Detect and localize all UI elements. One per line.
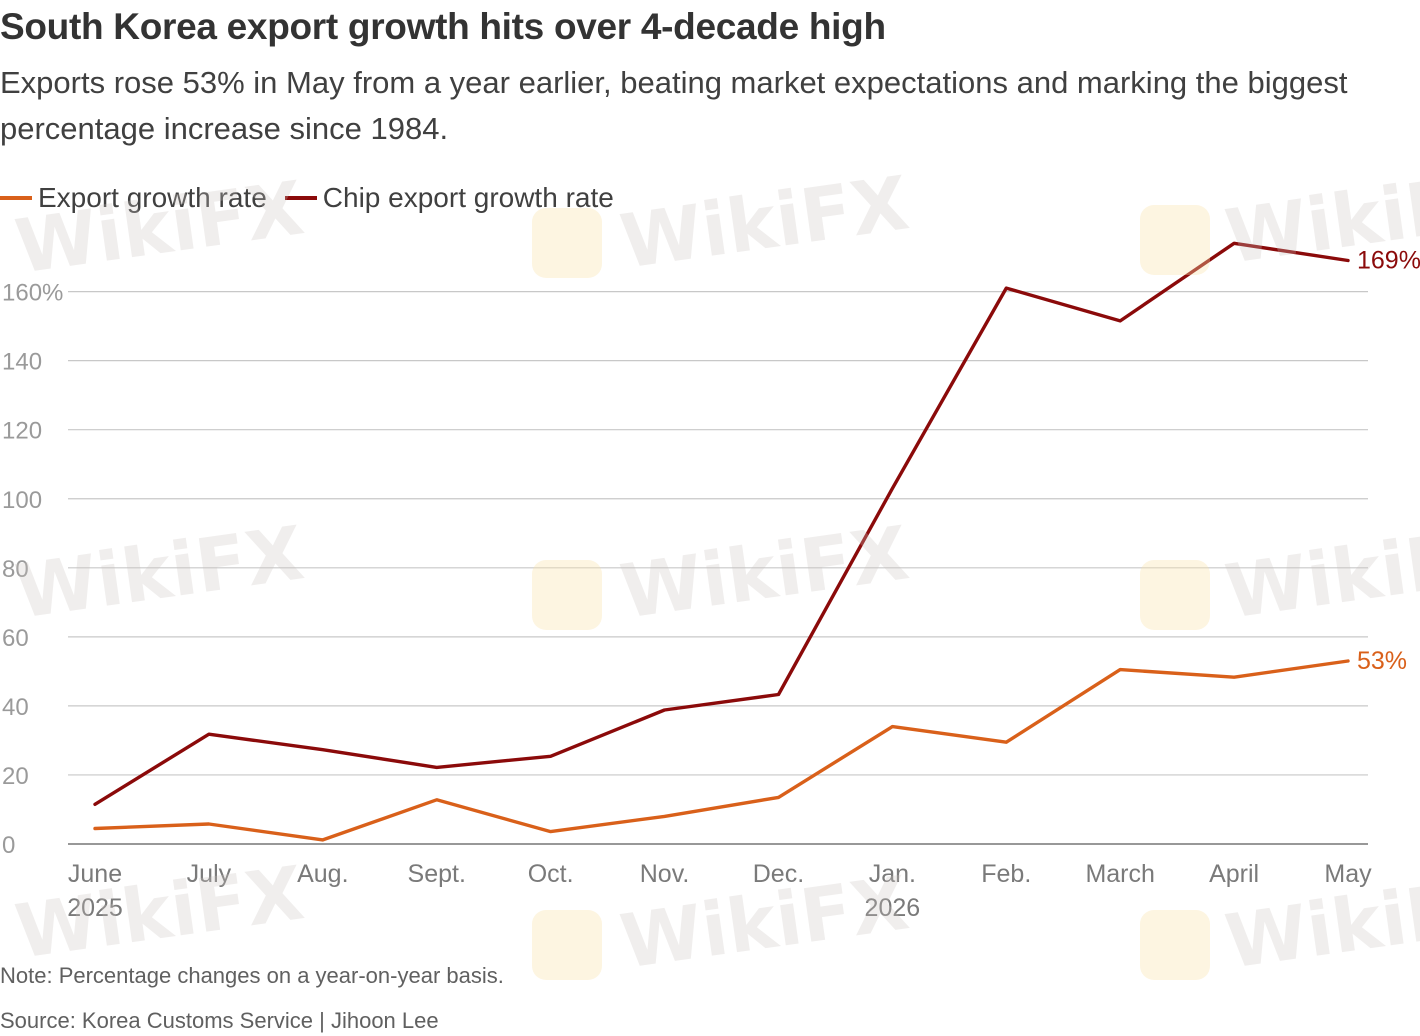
legend-swatch-chip: [284, 196, 317, 200]
gridlines: [68, 291, 1368, 845]
x-year-label: 2026: [865, 894, 921, 922]
end-label-export: 53%: [1357, 647, 1407, 675]
y-tick-label: 40: [2, 694, 29, 721]
legend: Export growth rate Chip export growth ra…: [0, 182, 632, 214]
source-credit: Source: Korea Customs Service | Jihoon L…: [0, 1008, 439, 1033]
x-year-label: 2025: [67, 894, 123, 922]
legend-swatch-export: [0, 196, 32, 200]
y-tick-label: 80: [2, 556, 29, 583]
chart-title: South Korea export growth hits over 4-de…: [0, 6, 886, 47]
x-tick-label: Sept.: [408, 860, 466, 888]
series-line-chip: [93, 241, 1350, 806]
series-line-export: [93, 659, 1350, 842]
x-tick-label: Dec.: [753, 860, 804, 888]
x-tick-label: Feb.: [981, 860, 1031, 888]
y-tick-label: 20: [2, 763, 29, 790]
footnote: Note: Percentage changes on a year-on-ye…: [0, 963, 504, 988]
x-tick-label: March: [1085, 860, 1154, 888]
x-tick-label: Aug.: [297, 860, 348, 888]
end-label-chip: 169%: [1357, 247, 1420, 275]
x-tick-label: April: [1209, 860, 1259, 888]
x-tick-label: Nov.: [640, 860, 690, 888]
y-tick-label: 140: [2, 349, 42, 376]
y-tick-label: 100: [2, 487, 42, 514]
y-tick-label: 160%: [2, 280, 63, 307]
legend-label-export: Export growth rate: [38, 182, 267, 213]
chart-subtitle: Exports rose 53% in May from a year earl…: [0, 65, 1348, 146]
x-tick-label: May: [1324, 860, 1372, 888]
x-tick-label: July: [187, 860, 232, 888]
x-tick-label: Jan.: [869, 860, 916, 888]
y-tick-label: 120: [2, 418, 42, 445]
y-axis-ticks: 0 20 40 60 80 100 120 140 160%: [2, 280, 63, 859]
legend-item-chip: Chip export growth rate: [284, 182, 614, 214]
series-lines: [93, 241, 1350, 842]
end-labels: 53% 169%: [1357, 247, 1420, 675]
y-tick-label: 60: [2, 625, 29, 652]
x-tick-label: June: [68, 860, 122, 888]
x-axis-ticks: June 2025 July Aug. Sept. Oct. Nov. Dec. Jan. 202…: [67, 860, 1372, 922]
x-tick-label: Oct.: [528, 860, 574, 888]
legend-label-chip: Chip export growth rate: [322, 182, 614, 213]
y-tick-label: 0: [2, 832, 15, 859]
legend-item-export: Export growth rate: [0, 182, 267, 214]
